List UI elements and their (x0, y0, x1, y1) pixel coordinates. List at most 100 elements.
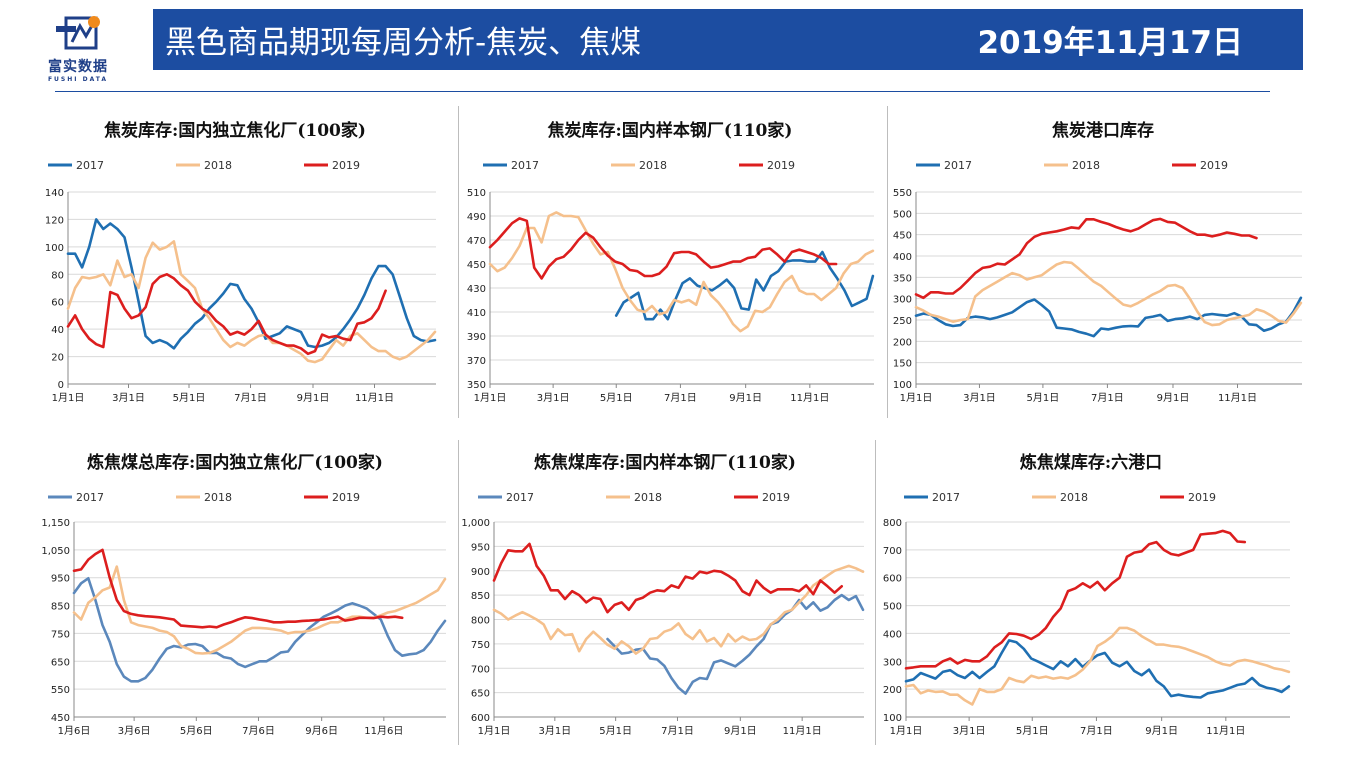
chart-svg: 炼焦煤库存:国内样本钢厂(110家) 2017 2018 2019 600 650 700 7… (461, 452, 865, 737)
logo (50, 12, 130, 74)
chart-title: 焦炭库存:国内样本钢厂(110家) (547, 120, 793, 141)
y-tick-label: 650 (51, 657, 70, 668)
x-tick-label: 11月1日 (790, 392, 829, 404)
series-line-2018 (904, 626, 1291, 706)
x-tick-label: 5月1日 (1016, 725, 1049, 737)
y-tick-label: 300 (883, 657, 902, 668)
chart-coking-coal-ports: 炼焦煤库存:六港口 2017 2018 2019 100 200 300 400 500 600 7… (876, 440, 1306, 745)
y-tick-label: 100 (45, 243, 64, 254)
chart-title: 焦炭库存:国内独立焦化厂(100家) (103, 120, 366, 141)
legend-label: 2017 (76, 491, 104, 504)
x-tick-label: 1月6日 (58, 725, 91, 737)
y-tick-label: 750 (51, 629, 70, 640)
y-tick-label: 490 (467, 212, 486, 223)
chart-svg: 焦炭库存:国内样本钢厂(110家) 2017 2018 2019 350 370 390 41… (467, 120, 875, 404)
legend-label: 2019 (1188, 491, 1216, 504)
legend-label: 2019 (767, 159, 795, 172)
x-tick-label: 11月1日 (1206, 725, 1245, 737)
x-tick-label: 1月1日 (52, 392, 85, 404)
x-tick-label: 7月1日 (1091, 392, 1124, 404)
legend-label: 2019 (1200, 159, 1228, 172)
y-tick-label: 650 (471, 689, 490, 700)
chart-coking-coal-independent: 炼焦煤总库存:国内独立焦化厂(100家) 2017 2018 2019 450 550 65… (20, 440, 450, 745)
logo-mark-icon (56, 16, 100, 50)
y-tick-label: 0 (58, 380, 64, 391)
chart-coke-steel-mills: 焦炭库存:国内样本钢厂(110家) 2017 2018 2019 350 370 390 41… (460, 108, 880, 418)
y-tick-label: 550 (893, 188, 912, 199)
chart-title: 炼焦煤库存:国内样本钢厂(110家) (534, 452, 796, 473)
y-tick-label: 430 (467, 284, 486, 295)
series-line-2017 (66, 218, 437, 350)
legend-label: 2018 (1072, 159, 1100, 172)
chart-coke-independent: 焦炭库存:国内独立焦化厂(100家) 2017 2018 2019 0 20 40 60 80 1… (20, 108, 450, 418)
y-tick-label: 950 (51, 574, 70, 585)
series-line-2017 (72, 577, 447, 683)
chart-coke-port: 焦炭港口库存 2017 2018 2019 100 150 200 250 300 350 400 4… (888, 108, 1318, 418)
y-tick-label: 850 (471, 591, 490, 602)
x-tick-label: 3月1日 (537, 392, 570, 404)
y-tick-label: 350 (893, 273, 912, 284)
y-tick-label: 600 (471, 713, 490, 724)
series-line-2018 (492, 564, 865, 655)
header-divider (55, 91, 1270, 92)
y-tick-label: 300 (893, 295, 912, 306)
series-line-2019 (914, 217, 1258, 300)
y-tick-label: 510 (467, 188, 486, 199)
panel-divider (887, 106, 888, 418)
x-tick-label: 7月1日 (234, 392, 267, 404)
y-tick-label: 200 (883, 685, 902, 696)
y-tick-label: 550 (51, 685, 70, 696)
y-tick-label: 500 (893, 209, 912, 220)
series-line-2019 (904, 529, 1247, 670)
y-tick-label: 850 (51, 602, 70, 613)
y-tick-label: 150 (893, 359, 912, 370)
series-line-2017 (606, 593, 865, 695)
y-tick-label: 1,150 (41, 518, 70, 529)
legend-label: 2017 (932, 491, 960, 504)
y-tick-label: 950 (471, 542, 490, 553)
series-line-2018 (488, 211, 875, 333)
x-tick-label: 7月1日 (661, 725, 694, 737)
y-tick-label: 120 (45, 215, 64, 226)
series-line-2019 (72, 548, 404, 629)
x-tick-label: 5月1日 (1027, 392, 1060, 404)
x-tick-label: 1月1日 (474, 392, 507, 404)
series-line-2018 (66, 240, 437, 364)
x-tick-label: 5月6日 (180, 725, 213, 737)
legend-label: 2017 (76, 159, 104, 172)
series-line-2017 (904, 639, 1291, 699)
y-tick-label: 450 (467, 260, 486, 271)
y-tick-label: 700 (883, 546, 902, 557)
y-tick-label: 500 (883, 602, 902, 613)
legend-label: 2018 (1060, 491, 1088, 504)
x-tick-label: 9月1日 (724, 725, 757, 737)
legend-label: 2017 (944, 159, 972, 172)
series-line-2019 (492, 542, 844, 614)
y-tick-label: 700 (471, 664, 490, 675)
legend-label: 2019 (332, 491, 360, 504)
legend-label: 2018 (204, 491, 232, 504)
report-date: 2019年11月17日 (977, 25, 1243, 61)
y-tick-label: 800 (883, 518, 902, 529)
y-tick-label: 470 (467, 236, 486, 247)
y-tick-label: 350 (467, 380, 486, 391)
legend-label: 2019 (332, 159, 360, 172)
y-tick-label: 450 (893, 231, 912, 242)
x-tick-label: 7月1日 (664, 392, 697, 404)
y-tick-label: 1,000 (461, 518, 490, 529)
y-tick-label: 600 (883, 574, 902, 585)
y-tick-label: 140 (45, 188, 64, 199)
legend-label: 2018 (634, 491, 662, 504)
legend-label: 2017 (511, 159, 539, 172)
x-tick-label: 9月1日 (1157, 392, 1190, 404)
chart-coking-coal-steel-mills: 炼焦煤库存:国内样本钢厂(110家) 2017 2018 2019 600 650 700 7… (460, 440, 870, 745)
x-tick-label: 3月1日 (963, 392, 996, 404)
x-tick-label: 11月1日 (1218, 392, 1257, 404)
chart-title: 炼焦煤总库存:国内独立焦化厂(100家) (87, 452, 383, 473)
legend-label: 2017 (506, 491, 534, 504)
y-tick-label: 40 (51, 325, 64, 336)
y-tick-label: 370 (467, 356, 486, 367)
series-line-2019 (488, 217, 838, 280)
panel-divider (458, 106, 459, 418)
x-tick-label: 5月1日 (599, 725, 632, 737)
